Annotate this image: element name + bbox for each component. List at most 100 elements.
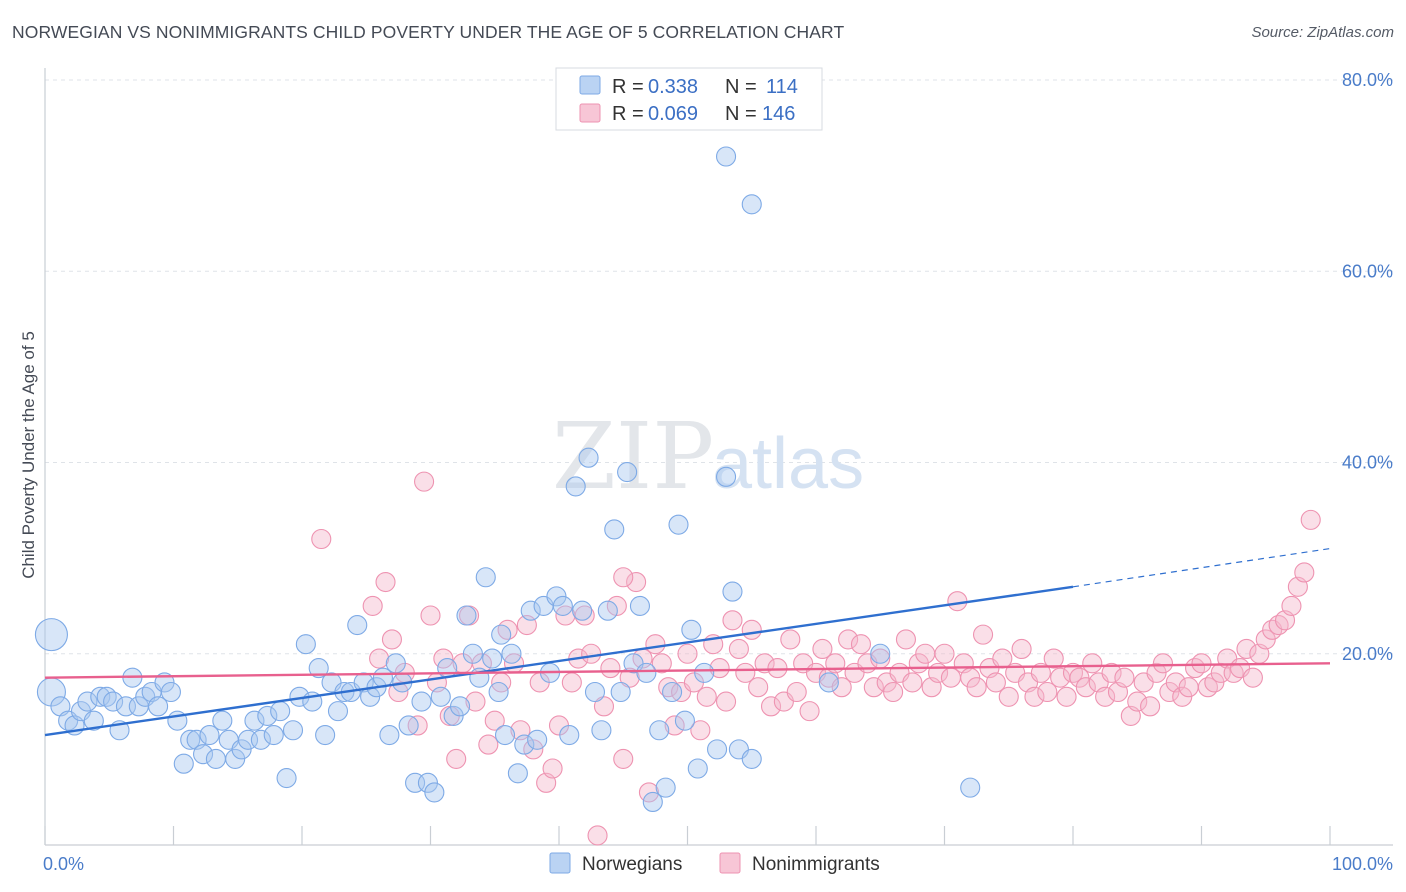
nonimmigrants-point xyxy=(947,591,968,612)
nonimmigrants-point xyxy=(1037,681,1058,703)
norwegians-point xyxy=(694,662,715,683)
norwegians-point xyxy=(642,791,663,813)
nonimmigrants-point xyxy=(780,629,801,650)
norwegians-point xyxy=(488,681,509,703)
nonimmigrants-point xyxy=(381,629,403,650)
nonimmigrants-point xyxy=(1140,696,1161,717)
nonimmigrants-point xyxy=(1191,653,1212,674)
norwegians-point xyxy=(103,691,124,712)
nonimmigrants-point xyxy=(895,629,917,650)
norwegians-point xyxy=(617,462,638,483)
norwegians-point xyxy=(205,748,226,769)
nonimmigrants-point xyxy=(838,629,859,650)
nonimmigrants-point xyxy=(972,624,994,645)
nonimmigrants-point xyxy=(1011,638,1032,660)
norwegians-point xyxy=(741,748,762,769)
legend-n-label-nonimmigrants: N = xyxy=(725,103,757,125)
norwegians-point xyxy=(270,701,291,722)
norwegians-point xyxy=(437,658,458,679)
bottom-legend-swatch-norwegians xyxy=(549,852,571,874)
norwegians-point xyxy=(199,724,220,746)
norwegians-point xyxy=(668,514,689,535)
nonimmigrants-point xyxy=(446,748,467,769)
norwegians-point xyxy=(655,777,676,798)
y-tick-label: 40.0% xyxy=(1342,453,1393,473)
norwegians-point xyxy=(398,715,419,736)
nonimmigrants-point xyxy=(1075,677,1096,698)
nonimmigrants-point xyxy=(651,653,672,674)
norwegians-point xyxy=(347,615,368,636)
norwegians-point xyxy=(722,581,743,602)
norwegians-point xyxy=(681,619,702,640)
bottom-legend: Norwegians Nonimmigrants xyxy=(549,852,880,875)
nonimmigrants-point xyxy=(902,672,923,693)
nonimmigrants-point xyxy=(369,648,390,669)
norwegians-point xyxy=(244,710,265,731)
norwegians-point xyxy=(674,710,695,731)
nonimmigrants-point xyxy=(1178,677,1199,698)
bottom-legend-norwegians: Norwegians xyxy=(582,854,682,875)
nonimmigrants-point xyxy=(593,696,615,717)
nonimmigrants-point xyxy=(1152,653,1173,674)
nonimmigrants-point xyxy=(362,595,383,616)
norwegians-point xyxy=(83,710,104,731)
nonimmigrants-point xyxy=(606,595,627,616)
norwegians-point xyxy=(148,696,169,717)
norwegians-point xyxy=(584,681,606,703)
nonimmigrants-point xyxy=(626,571,647,593)
nonimmigrants-point xyxy=(812,638,833,660)
norwegians-point xyxy=(282,720,304,741)
x-tick-label: 100.0% xyxy=(1332,854,1393,874)
norwegians-point xyxy=(475,567,496,588)
nonimmigrants-point xyxy=(1024,686,1045,707)
norwegians-point xyxy=(870,643,891,664)
nonimmigrants-point xyxy=(420,605,441,626)
norwegians-point xyxy=(411,691,432,712)
axes xyxy=(44,68,1393,846)
x-tick-labels: 0.0% 100.0% xyxy=(43,854,1393,874)
norwegians-point xyxy=(741,194,762,215)
norwegians-point xyxy=(687,758,708,779)
norwegians-point xyxy=(263,724,284,746)
nonimmigrants-point xyxy=(613,748,634,769)
norwegians-point xyxy=(295,634,316,655)
nonimmigrants-point xyxy=(934,643,955,664)
watermark: ZIP atlas xyxy=(552,403,864,510)
norwegians-point xyxy=(276,768,297,789)
nonimmigrants-point xyxy=(863,677,884,698)
norwegians-point xyxy=(430,686,451,707)
nonimmigrants-point xyxy=(465,691,486,712)
source-label: Source: ZipAtlas.com xyxy=(1251,24,1394,41)
norwegians-point xyxy=(315,724,336,746)
norwegians-point xyxy=(501,643,522,664)
nonimmigrants-point xyxy=(613,567,634,588)
nonimmigrants-point xyxy=(1127,691,1148,712)
y-tick-label: 60.0% xyxy=(1342,261,1393,281)
norwegians-point xyxy=(456,605,477,626)
nonimmigrants-point xyxy=(1043,648,1064,669)
nonimmigrants-point xyxy=(311,528,332,550)
nonimmigrants-point xyxy=(709,658,730,679)
nonimmigrants-point xyxy=(760,696,782,717)
nonimmigrants-point xyxy=(735,662,756,683)
x-tick-label: 0.0% xyxy=(43,854,84,874)
norwegians-point xyxy=(604,519,625,540)
norwegians-point xyxy=(385,653,406,674)
nonimmigrants-point xyxy=(741,619,762,640)
nonimmigrants-point xyxy=(1101,662,1122,683)
nonimmigrants-point xyxy=(1030,662,1051,683)
y-axis-label: Child Poverty Under the Age of 5 xyxy=(19,331,38,579)
nonimmigrants-point xyxy=(722,610,743,631)
norwegians-point xyxy=(77,691,98,712)
norwegians-point xyxy=(715,146,737,167)
nonimmigrants-point xyxy=(1056,686,1077,707)
norwegians-point xyxy=(636,662,657,683)
nonimmigrants-point xyxy=(1281,595,1302,616)
nonimmigrants-point xyxy=(375,571,396,593)
watermark-atlas: atlas xyxy=(712,424,864,504)
nonimmigrants-point xyxy=(561,672,582,693)
nonimmigrants-point xyxy=(1236,638,1257,660)
legend-box: R = 0.338 N = 114 R = 0.069 N = 146 xyxy=(555,67,823,131)
nonimmigrants-point xyxy=(831,677,852,698)
